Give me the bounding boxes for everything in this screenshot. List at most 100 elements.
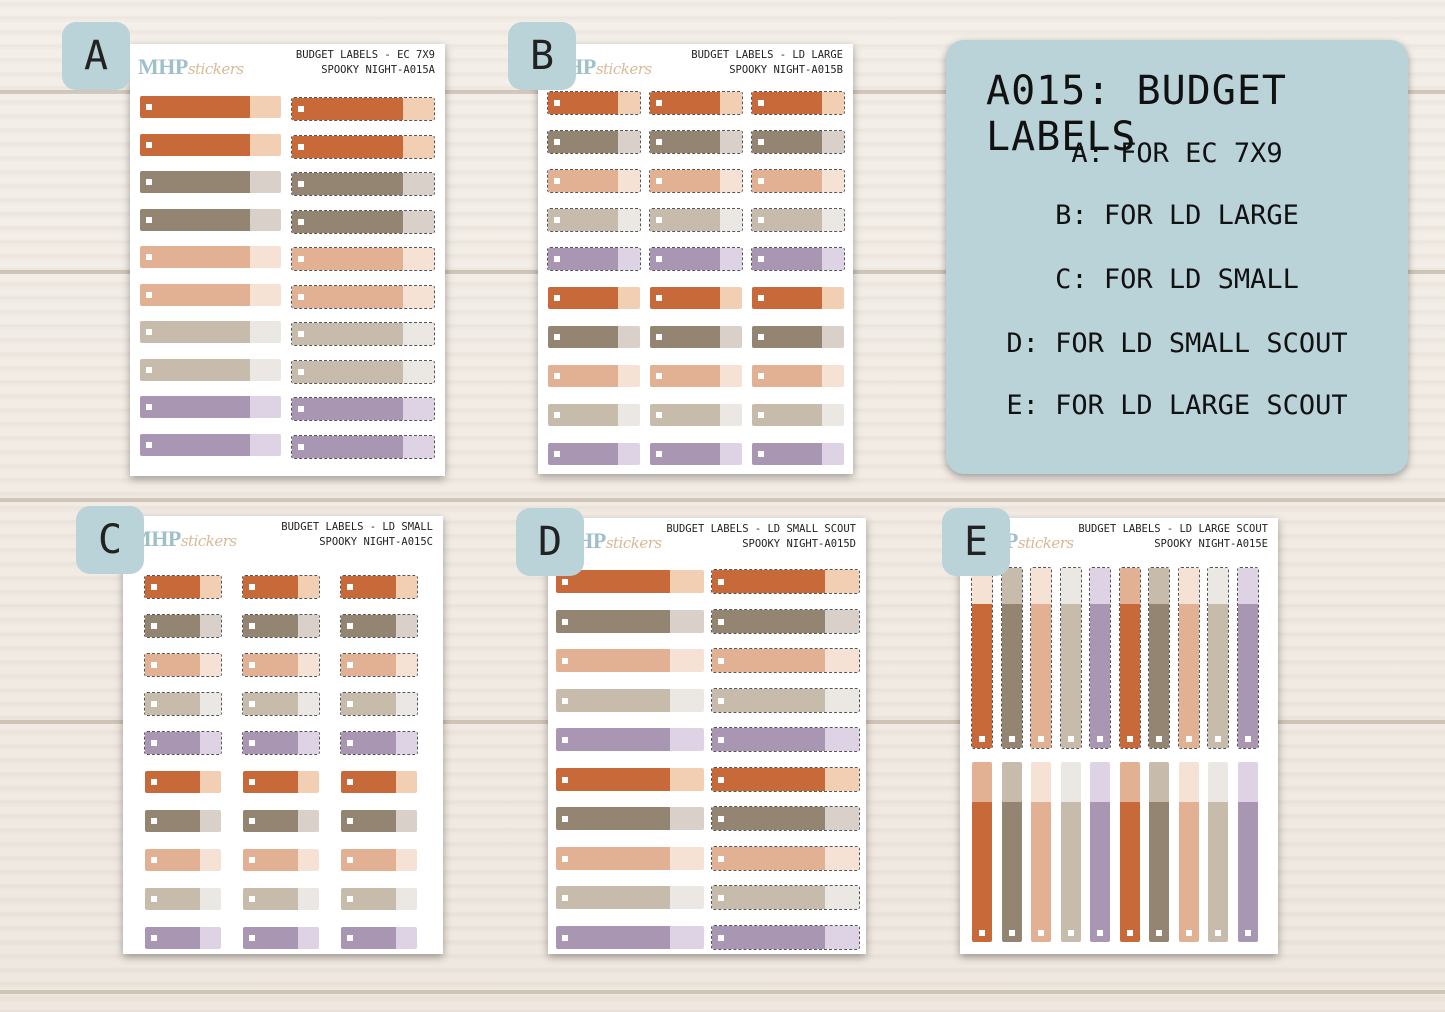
- budget-label-sticker: [548, 326, 640, 348]
- checkbox-square: [718, 776, 724, 783]
- budget-label-sticker: [711, 687, 860, 713]
- label-body: [243, 771, 298, 793]
- budget-label-sticker: [752, 443, 844, 465]
- label-body: [341, 771, 396, 793]
- budget-label-sticker: [145, 849, 221, 871]
- label-tab: [822, 404, 844, 426]
- budget-label-sticker: [1089, 567, 1111, 749]
- checkbox-square: [758, 178, 764, 184]
- checkbox-square: [656, 100, 662, 106]
- label-tab: [1237, 568, 1258, 604]
- checkbox-square: [298, 181, 304, 187]
- budget-label-sticker: [711, 845, 860, 871]
- label-body: [292, 173, 403, 195]
- budget-label-sticker: [243, 849, 319, 871]
- budget-label-sticker: [341, 849, 417, 871]
- label-tab: [298, 927, 319, 949]
- label-body: [650, 209, 720, 231]
- checkbox-square: [1008, 736, 1015, 742]
- checkbox-square: [151, 662, 157, 668]
- budget-label-sticker: [341, 810, 417, 832]
- checkbox-square: [656, 295, 662, 301]
- label-body: [712, 728, 825, 751]
- label-body: [145, 693, 200, 715]
- budget-label-sticker: [752, 326, 844, 348]
- budget-label-sticker: [1001, 762, 1022, 942]
- label-body: [145, 810, 200, 832]
- label-body: [752, 92, 822, 114]
- label-tab: [670, 609, 704, 633]
- label-tab: [825, 925, 859, 949]
- label-body: [1208, 604, 1228, 748]
- label-body: [548, 365, 618, 387]
- checkbox-square: [151, 740, 157, 746]
- label-tab: [825, 688, 859, 712]
- checkbox-square: [1038, 930, 1044, 936]
- budget-label-sticker: [144, 614, 222, 638]
- label-body: [1237, 604, 1258, 748]
- label-tab: [396, 810, 417, 832]
- label-body: [145, 615, 200, 637]
- budget-label-sticker: [242, 575, 320, 599]
- label-tab: [403, 248, 434, 270]
- info-line-e: E: FOR LD LARGE SCOUT: [1006, 390, 1348, 421]
- checkbox-square: [151, 935, 157, 941]
- checkbox-square: [562, 737, 568, 743]
- label-tab: [670, 649, 704, 672]
- checkbox-square: [249, 896, 255, 902]
- budget-label-sticker: [1031, 762, 1051, 942]
- checkbox-square: [562, 895, 568, 901]
- label-tab: [618, 404, 640, 426]
- checkbox-square: [656, 334, 662, 340]
- label-body: [972, 802, 992, 942]
- budget-label-sticker: [291, 434, 435, 459]
- label-body: [548, 404, 618, 426]
- label-body: [650, 248, 720, 270]
- label-body: [243, 927, 298, 949]
- budget-label-sticker: [140, 171, 281, 193]
- checkbox-square: [146, 291, 152, 298]
- label-body: [752, 131, 822, 153]
- checkbox-square: [347, 818, 353, 824]
- label-body: [243, 732, 298, 754]
- label-body: [243, 849, 298, 871]
- label-body: [341, 927, 396, 949]
- checkbox-square: [562, 618, 568, 625]
- label-tab: [298, 615, 319, 637]
- budget-label-sticker: [243, 888, 319, 910]
- label-body: [556, 688, 670, 712]
- label-tab: [200, 888, 221, 910]
- budget-label-sticker: [556, 846, 704, 870]
- budget-label-sticker: [972, 762, 992, 942]
- checkbox-square: [1097, 736, 1103, 742]
- label-tab: [825, 649, 859, 672]
- label-body: [341, 576, 396, 598]
- label-body: [341, 732, 396, 754]
- info-title: A015: BUDGET LABELS: [986, 68, 1287, 160]
- budget-label-sticker: [291, 397, 435, 421]
- label-tab: [670, 925, 704, 949]
- label-body: [140, 358, 250, 381]
- checkbox-square: [1244, 930, 1251, 936]
- checkbox-square: [151, 623, 157, 629]
- sheet-title-line1: BUDGET LABELS - LD LARGE SCOUT: [1078, 523, 1268, 535]
- label-tab: [670, 767, 704, 791]
- label-body: [556, 886, 670, 909]
- label-tab: [396, 771, 417, 793]
- budget-label-sticker: [145, 810, 221, 832]
- label-tab: [1178, 762, 1199, 802]
- label-tab: [250, 208, 281, 231]
- sheet-title-line2: SPOOKY NIGHT-A015D: [742, 538, 856, 550]
- label-tab: [250, 283, 281, 306]
- label-body: [752, 326, 822, 348]
- budget-label-sticker: [547, 91, 641, 115]
- sheet-badge-e: E: [942, 508, 1010, 576]
- label-tab: [403, 435, 434, 458]
- budget-label-sticker: [1118, 567, 1141, 749]
- budget-label-sticker: [140, 358, 281, 381]
- checkbox-square: [1067, 736, 1074, 742]
- label-tab: [822, 92, 844, 114]
- checkbox-square: [146, 366, 152, 373]
- label-tab: [670, 846, 704, 870]
- label-body: [548, 170, 618, 192]
